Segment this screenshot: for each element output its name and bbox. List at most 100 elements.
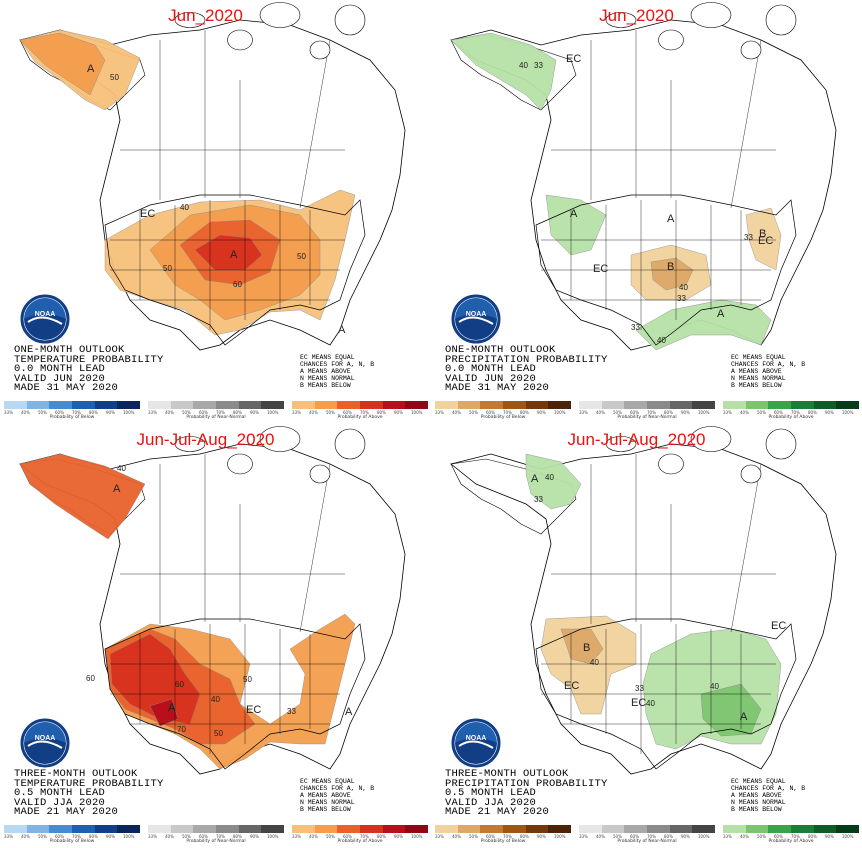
tick-label: 90% [394,834,403,839]
color-bar-caption: Probability of Near-Normal [186,839,246,844]
tick-label: 90% [825,834,834,839]
color-bar-caption: Probability of Above [768,839,814,844]
tick-label: 100% [267,834,279,839]
tick-label: 90% [681,834,690,839]
color-bar: 33% 40% 50% 60% 70% 80% 90% 100% Probability of … [148,400,284,424]
arctic-islands [174,426,366,484]
info-line: ONE-MONTH OUTLOOK [14,344,125,356]
info-line: ONE-MONTH OUTLOOK [445,344,556,356]
tick-label: 70% [791,834,800,839]
tick-label: 90% [681,410,690,415]
color-bar-caption: Probability of Above [337,839,383,844]
legend-key-line: A MEANS ABOVE [300,792,351,799]
map-label: 50 [297,252,306,261]
tick-label: 80% [664,410,673,415]
map-label: 33 [635,684,644,693]
outlook-map: A 40 60 50 60 A 70 50 EC 33 40 A [19,426,406,775]
tick-label: 33% [723,410,732,415]
map-label: 40 [710,682,719,691]
tick-label: 50% [613,834,622,839]
map-label: 60 [175,680,184,689]
color-bar: 33% 40% 50% 60% 70% 80% 90% 100% Probability of … [4,400,140,424]
map-label: B [759,228,766,240]
info-line: MADE 21 MAY 2020 [14,806,119,818]
tick-label: 33% [292,834,301,839]
panel-title: Jun-Jul-Aug_2020 [136,430,275,449]
color-bar: 33% 40% 50% 60% 70% 80% 90% 100% Probability of … [579,824,715,848]
tick-label: 50% [326,834,335,839]
tick-label: 90% [250,834,259,839]
tick-label: 40% [309,834,318,839]
tick-label: 40% [740,834,749,839]
color-bar: 33% 40% 50% 60% 70% 80% 90% 100% Probability of … [4,824,140,848]
map-label: 60 [233,280,242,289]
map-label: 40 [590,658,599,667]
tick-label: 33% [148,410,157,415]
map-label: 50 [163,264,172,273]
panel-title: Jun_2020 [599,6,674,25]
outlook-map: A 50 EC 40 A 50 50 60 A [19,2,406,351]
tick-label: 70% [503,834,512,839]
tick-label: 60% [199,410,208,415]
tick-label: 40% [452,834,461,839]
outlook-info: ONE-MONTH OUTLOOK PRECIPITATION PROBABILI… [445,344,608,394]
panel-title: Jun-Jul-Aug_2020 [567,430,706,449]
color-legend: 33% 40% 50% 60% 70% 80% 90% 100% Probability of … [431,400,862,424]
info-line: 0.0 MONTH LEAD [14,363,106,375]
us-outline [535,194,797,346]
info-line: THREE-MONTH OUTLOOK [14,768,138,780]
map-label: A [531,473,539,485]
info-line: 0.5 MONTH LEAD [14,787,106,799]
tick-label: 80% [808,834,817,839]
tick-label: 70% [216,410,225,415]
tick-label: 33% [435,834,444,839]
info-line: PRECIPITATION PROBABILITY [445,353,608,366]
outlook-panel: A 40 60 50 60 A 70 50 EC 33 40 A Jun-Jul-Aug_2020 NOA… [0,424,431,848]
map-label: 33 [287,707,296,716]
tick-label: 90% [537,834,546,839]
legend-key-line: N MEANS NORMAL [731,799,786,806]
tick-label: 70% [72,834,81,839]
map-label: 40 [180,203,189,212]
color-bar-caption: Probability of Near-Normal [617,839,677,844]
tick-label: 60% [343,834,352,839]
color-bar-caption: Probability of Above [337,415,383,420]
probability-region [635,299,772,351]
probability-region [560,628,604,665]
tick-label: 33% [579,834,588,839]
tick-label: 80% [377,834,386,839]
tick-label: 60% [343,410,352,415]
color-legend: 33% 40% 50% 60% 70% 80% 90% 100% Probability of … [0,400,431,424]
outlook-info: THREE-MONTH OUTLOOK TEMPERATURE PROBABILI… [14,768,164,818]
tick-label: 70% [216,834,225,839]
tick-label: 90% [825,410,834,415]
info-line: 0.5 MONTH LEAD [445,787,537,799]
map-label: A [230,249,238,261]
outlook-panel: A 50 EC 40 A 50 50 60 A Jun_2020 NOAA ONE-MONTH OUT… [0,0,431,424]
tick-label: 40% [21,410,30,415]
us-outline [535,618,797,770]
legend-key-line: A MEANS ABOVE [731,368,782,375]
map-label: 33 [534,61,543,70]
tick-label: 33% [4,834,13,839]
legend-key-line: CHANCES FOR A, N, B [300,785,375,792]
map-label: 70 [177,725,186,734]
color-bar-caption: Probability of Below [49,839,95,844]
tick-label: 40% [165,834,174,839]
color-bar-caption: Probability of Above [768,415,814,420]
legend-key-line: EC MEANS EQUAL [731,354,786,361]
map-label: 40 [117,464,126,473]
map-label: EC [566,53,581,65]
tick-label: 100% [554,834,566,839]
tick-label: 80% [664,834,673,839]
map-label: 40 [646,699,655,708]
map-label: A [667,213,675,225]
tick-label: 40% [21,834,30,839]
legend-key-line: EC MEANS EQUAL [731,778,786,785]
map-label: 50 [243,675,252,684]
legend-key-line: A MEANS ABOVE [731,792,782,799]
color-bar: 33% 40% 50% 60% 70% 80% 90% 100% Probability of … [292,400,428,424]
tick-label: 100% [842,834,854,839]
